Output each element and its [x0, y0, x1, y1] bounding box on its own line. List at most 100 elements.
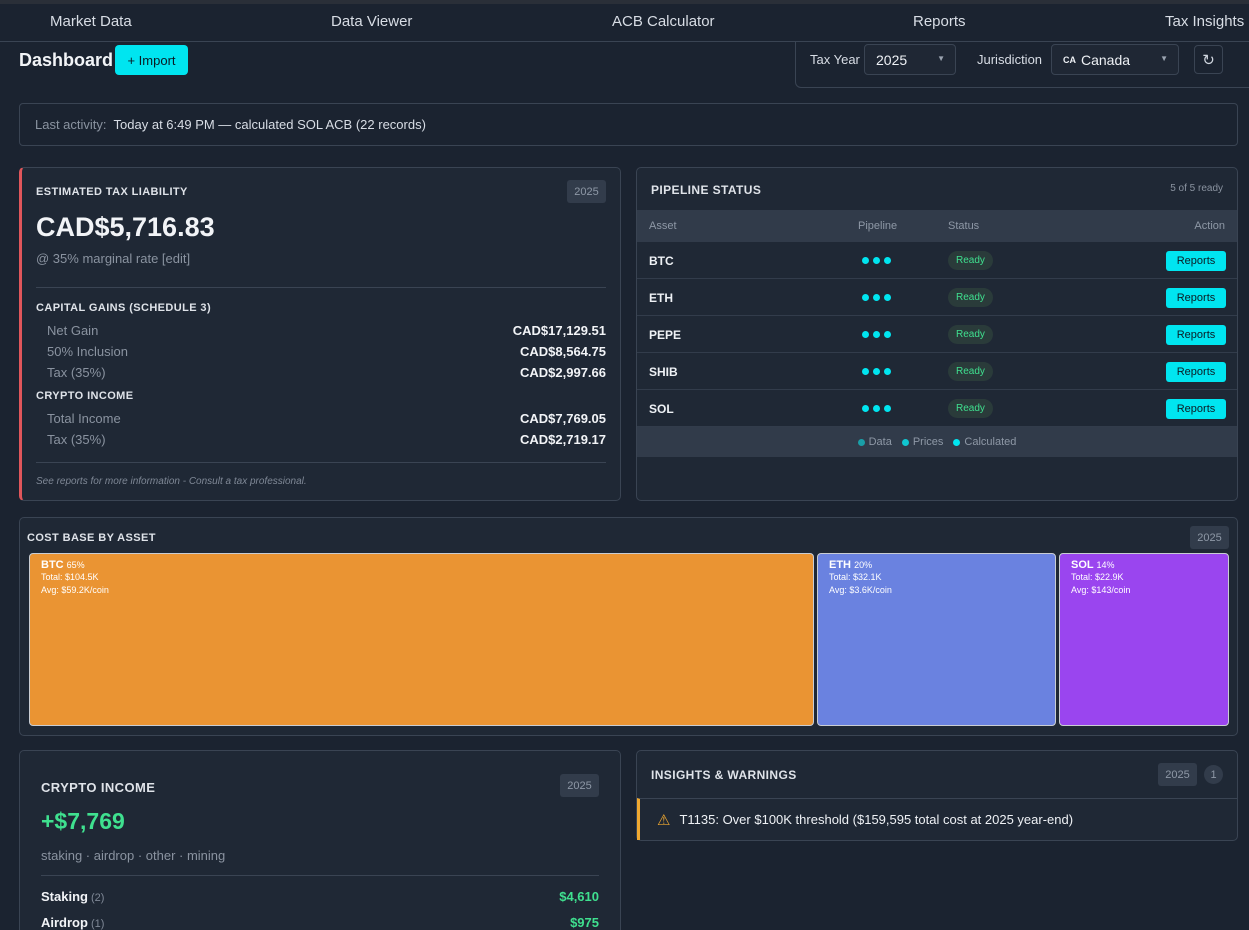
top-nav: Market Data Data Viewer ACB Calculator R…	[0, 4, 1249, 42]
divider	[36, 462, 606, 463]
row-label: Tax (35%)	[47, 365, 106, 380]
pipeline-dots	[862, 294, 891, 301]
tile-total: Total: $104.5K	[41, 572, 99, 582]
status-badge: Ready	[948, 399, 993, 418]
cost-base-title: Cost Base by Asset	[27, 532, 156, 544]
reports-button[interactable]: Reports	[1166, 288, 1226, 308]
legend-dot-icon	[857, 438, 865, 446]
row-value: CAD$2,719.17	[520, 432, 606, 447]
income-row: Staking (2) $4,610	[41, 889, 599, 904]
tax-liability-card: Estimated Tax Liability 2025 CAD$5,716.8…	[19, 167, 621, 501]
tile-percent: 65%	[66, 560, 85, 570]
divider	[41, 875, 599, 876]
reports-button[interactable]: Reports	[1166, 362, 1226, 382]
nav-tax-insights[interactable]: Tax Insights	[1165, 13, 1245, 30]
marginal-rate-edit[interactable]: @ 35% marginal rate [edit]	[36, 251, 191, 266]
column-header-action: Action	[1194, 220, 1225, 232]
flag-icon: CA	[1063, 54, 1076, 65]
row-value: $4,610	[559, 889, 599, 904]
tax-year-select[interactable]: 2025 ▼	[864, 44, 956, 75]
chevron-down-icon: ▼	[937, 54, 945, 63]
income-row: Tax (35%) CAD$2,719.17	[47, 432, 606, 447]
row-value: CAD$17,129.51	[512, 323, 606, 338]
treemap-tile-eth[interactable]: ETH 20% Total: $32.1K Avg: $3.6K/coin	[817, 553, 1056, 726]
nav-market-data[interactable]: Market Data	[50, 13, 132, 30]
status-badge: Ready	[948, 251, 993, 270]
jurisdiction-select[interactable]: CA Canada ▼	[1051, 44, 1179, 75]
year-chip: 2025	[1158, 763, 1197, 786]
pipeline-dots	[862, 257, 891, 264]
divider	[36, 287, 606, 288]
reports-button[interactable]: Reports	[1166, 399, 1226, 419]
pipeline-dots	[862, 331, 891, 338]
capital-row: Tax (35%) CAD$2,997.66	[47, 365, 606, 380]
pipeline-dots	[862, 368, 891, 375]
import-button[interactable]: + Import	[115, 45, 188, 75]
tax-footnote: See reports for more information - Consu…	[36, 476, 307, 487]
pipeline-legend: Data Prices Calculated	[637, 427, 1237, 457]
cost-base-card: Cost Base by Asset 2025 BTC 65% Total: $…	[19, 517, 1238, 736]
insights-count-badge: 1	[1204, 765, 1223, 784]
status-badge: Ready	[948, 325, 993, 344]
column-header-status: Status	[948, 220, 980, 232]
year-chip: 2025	[560, 774, 599, 797]
nav-reports[interactable]: Reports	[913, 13, 966, 30]
warning-icon: ⚠	[657, 811, 671, 829]
reports-button[interactable]: Reports	[1166, 251, 1226, 271]
treemap-tile-btc[interactable]: BTC 65% Total: $104.5K Avg: $59.2K/coin	[29, 553, 814, 726]
row-label: Staking	[41, 889, 88, 904]
legend-dot-icon	[901, 438, 909, 446]
refresh-button[interactable]: ↻	[1194, 45, 1223, 74]
pipeline-ready-count: 5 of 5 ready	[1170, 183, 1223, 194]
crypto-income-amount: +$7,769	[41, 808, 125, 834]
pipeline-title: Pipeline Status	[651, 183, 762, 197]
column-header-pipeline: Pipeline	[858, 220, 898, 232]
tile-percent: 20%	[854, 560, 873, 570]
insights-card: Insights & Warnings 2025 1 ⚠ T1135: Over…	[636, 750, 1238, 841]
legend-dot-icon	[953, 438, 961, 446]
treemap-tile-sol[interactable]: SOL 14% Total: $22.9K Avg: $143/coin	[1059, 553, 1229, 726]
asset-name: SHIB	[649, 365, 678, 379]
pipeline-dots	[862, 405, 891, 412]
tile-total: Total: $32.1K	[829, 572, 882, 582]
tile-percent: 14%	[1096, 560, 1115, 570]
tax-liability-amount: CAD$5,716.83	[36, 212, 215, 242]
capital-row: 50% Inclusion CAD$8,564.75	[47, 344, 606, 359]
insights-title: Insights & Warnings	[651, 768, 797, 782]
activity-bar: Last activity: Today at 6:49 PM — calcul…	[19, 103, 1238, 146]
year-chip: 2025	[567, 180, 606, 203]
row-label: 50% Inclusion	[47, 344, 128, 359]
asset-name: ETH	[649, 291, 673, 305]
year-chip: 2025	[1190, 526, 1229, 549]
crypto-income-card: Crypto Income 2025 +$7,769 staking · air…	[19, 750, 621, 930]
column-header-asset: Asset	[649, 220, 677, 232]
tile-average: Avg: $59.2K/coin	[41, 585, 109, 595]
table-row: SHIB Ready Reports	[637, 353, 1237, 390]
tile-average: Avg: $3.6K/coin	[829, 585, 892, 595]
activity-text: Today at 6:49 PM — calculated SOL ACB (2…	[113, 117, 426, 132]
income-row: Airdrop (1) $975	[41, 915, 599, 930]
pipeline-table-header: Asset Pipeline Status Action	[637, 210, 1237, 242]
warning-item[interactable]: ⚠ T1135: Over $100K threshold ($159,595 …	[637, 798, 1237, 840]
chevron-down-icon: ▼	[1160, 54, 1168, 63]
table-row: ETH Ready Reports	[637, 279, 1237, 316]
row-value: CAD$2,997.66	[520, 365, 606, 380]
tile-asset-name: SOL	[1071, 559, 1094, 571]
window-top-strip	[0, 0, 1249, 4]
filter-bar	[795, 42, 1249, 88]
refresh-icon: ↻	[1202, 51, 1215, 69]
pipeline-status-card: Pipeline Status 5 of 5 ready Asset Pipel…	[636, 167, 1238, 501]
tax-year-label: Tax Year	[810, 52, 860, 67]
tax-year-value: 2025	[876, 51, 908, 68]
income-row: Total Income CAD$7,769.05	[47, 411, 606, 426]
row-value: $975	[570, 915, 599, 930]
reports-button[interactable]: Reports	[1166, 325, 1226, 345]
nav-data-viewer[interactable]: Data Viewer	[331, 13, 413, 30]
asset-name: SOL	[649, 402, 674, 416]
status-badge: Ready	[948, 288, 993, 307]
table-row: PEPE Ready Reports	[637, 316, 1237, 353]
status-badge: Ready	[948, 362, 993, 381]
tax-liability-title: Estimated Tax Liability	[36, 186, 188, 198]
nav-acb-calculator[interactable]: ACB Calculator	[612, 13, 715, 30]
row-count: (2)	[90, 892, 105, 904]
